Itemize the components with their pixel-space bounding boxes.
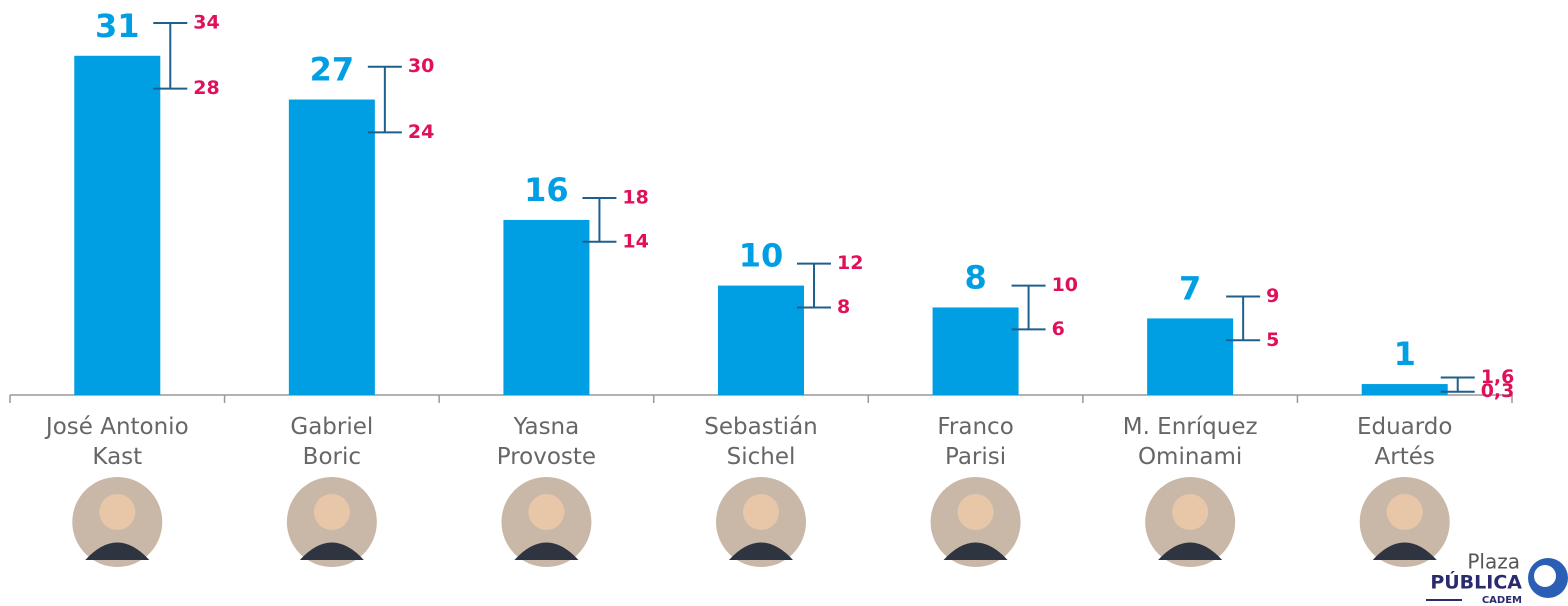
candidate-photo-face <box>528 494 565 530</box>
candidate-photo-body <box>299 542 364 560</box>
x-tick-label: Gabriel Boric <box>290 414 374 470</box>
x-tick-label: Yasna Provoste <box>496 414 597 470</box>
error-low-label: 0,3 <box>1481 380 1515 402</box>
value-label: 8 <box>964 258 986 296</box>
bar <box>503 219 590 395</box>
error-high-label: 34 <box>193 11 219 33</box>
candidate-photo-body <box>514 542 579 560</box>
x-tick-label: Eduardo Artés <box>1356 414 1453 470</box>
candidate-photo-face <box>1172 494 1209 530</box>
candidate-photo-body <box>729 542 793 560</box>
value-label: 31 <box>95 7 140 45</box>
x-tick-label: M. Enríquez Ominami <box>1122 414 1258 470</box>
candidate-photo-face <box>743 494 779 530</box>
logo-text: CADEM <box>1482 595 1522 606</box>
error-high-label: 9 <box>1266 285 1279 307</box>
error-low-label: 28 <box>193 77 219 99</box>
error-low-label: 14 <box>622 230 648 252</box>
bar <box>932 307 1019 395</box>
logo-text: Plaza <box>1467 550 1520 574</box>
error-low-label: 24 <box>408 121 434 143</box>
candidate-photo-face <box>957 494 994 530</box>
error-high-label: 10 <box>1052 274 1078 296</box>
x-tick-label: Franco Parisi <box>937 414 1014 470</box>
value-label: 10 <box>739 237 784 275</box>
bar <box>718 285 804 395</box>
value-label: 16 <box>524 171 569 209</box>
bar <box>74 55 161 396</box>
candidate-photo-face <box>99 494 136 530</box>
error-high-label: 12 <box>837 252 863 274</box>
error-high-label: 30 <box>408 55 434 77</box>
error-low-label: 8 <box>837 296 850 318</box>
candidate-photo-face <box>1386 494 1423 530</box>
error-high-label: 1,6 <box>1481 366 1515 388</box>
bar <box>288 99 375 396</box>
candidate-photo-body <box>1158 542 1223 560</box>
error-high-label: 18 <box>622 187 648 209</box>
candidate-photo-face <box>313 494 350 530</box>
value-label: 7 <box>1179 269 1201 307</box>
value-label: 1 <box>1394 335 1416 373</box>
x-tick-label: Sebastián Sichel <box>704 414 818 470</box>
logo: Plaza PÚBLICA CADEM <box>1426 550 1568 606</box>
x-tick-label: José Antonio Kast <box>45 414 189 470</box>
bar <box>1147 318 1234 395</box>
candidate-photo-body <box>1372 542 1437 560</box>
logo-icon <box>1534 565 1556 587</box>
logo-text: PÚBLICA <box>1430 570 1522 594</box>
value-label: 27 <box>310 51 355 89</box>
candidate-photo-body <box>943 542 1008 560</box>
bar <box>1361 384 1448 395</box>
candidate-photo-body <box>85 542 150 560</box>
error-low-label: 5 <box>1266 329 1279 351</box>
error-low-label: 6 <box>1052 318 1065 340</box>
